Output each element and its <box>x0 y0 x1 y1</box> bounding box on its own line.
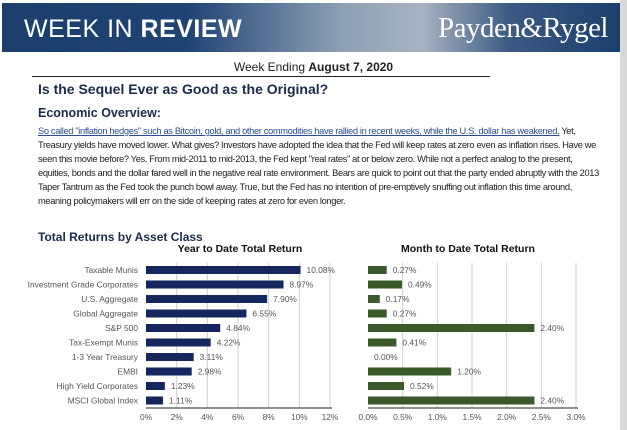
tick-label: 2.0% <box>497 412 517 422</box>
data-label: 2.98% <box>198 367 222 377</box>
bar <box>146 382 165 390</box>
data-label: 4.84% <box>226 323 250 333</box>
data-label: 0.00% <box>374 352 398 362</box>
header-banner: WEEK IN REVIEW Payden&Rygel <box>2 3 620 52</box>
bar <box>146 309 247 318</box>
company-logo: Payden&Rygel <box>437 12 609 44</box>
publication-title: WEEK IN REVIEW <box>24 15 243 43</box>
data-label: 2.40% <box>540 396 564 406</box>
tick-label: 4% <box>201 412 214 422</box>
bar <box>368 280 402 289</box>
data-label: 3.11% <box>200 352 224 362</box>
data-label: 2.40% <box>540 323 564 333</box>
tick-label: 6% <box>232 412 245 422</box>
bar <box>146 266 301 274</box>
data-label: 7.90% <box>273 294 297 304</box>
bar <box>368 324 535 332</box>
data-label: 8.97% <box>290 280 314 290</box>
category-label: Tax-Exempt Munis <box>69 338 138 348</box>
bar <box>368 396 535 405</box>
data-label: 6.55% <box>252 309 276 319</box>
data-label: 0.52% <box>410 381 434 391</box>
bar <box>146 280 284 289</box>
overview-heading: Economic Overview: <box>38 106 161 120</box>
bar <box>368 266 387 274</box>
tick-label: 1.0% <box>428 412 448 422</box>
category-label: High Yield Corporates <box>57 381 138 391</box>
bar <box>146 367 192 376</box>
overview-link[interactable]: So called "inflation hedges" such as Bit… <box>38 126 560 136</box>
tick-label: 3.0% <box>566 412 586 422</box>
category-label: MSCI Global Index <box>68 396 139 406</box>
bar <box>146 338 211 347</box>
data-label: 1.11% <box>169 396 193 406</box>
tick-label: 1.5% <box>462 412 482 422</box>
category-label: S&P 500 <box>105 323 138 333</box>
data-label: 1.20% <box>457 367 481 377</box>
chart-title: Year to Date Total Return <box>178 243 303 255</box>
tick-label: 0.0% <box>358 412 378 422</box>
tick-label: 0.5% <box>393 412 413 422</box>
tick-label: 0% <box>140 412 153 422</box>
data-label: 0.49% <box>408 280 432 290</box>
category-label: 1-3 Year Treasury <box>72 352 139 362</box>
data-label: 0.27% <box>393 309 417 319</box>
tick-label: 12% <box>322 412 339 422</box>
bar <box>368 295 380 303</box>
bar <box>368 338 397 347</box>
overview-text: So called "inflation hedges" such as Bit… <box>38 126 599 207</box>
bar <box>146 396 164 405</box>
category-label: U.S. Aggregate <box>81 294 138 304</box>
bar <box>368 367 452 376</box>
category-label: Taxable Munis <box>84 265 138 275</box>
bar <box>146 324 221 332</box>
category-label: Investment Grade Corporates <box>28 280 138 290</box>
tick-label: 2.5% <box>532 412 552 422</box>
week-ending: Week Ending August 7, 2020 <box>233 60 394 74</box>
article-title: Is the Sequel Ever as Good as the Origin… <box>38 81 329 97</box>
bar <box>368 309 387 318</box>
tick-label: 8% <box>263 412 276 422</box>
data-label: 4.22% <box>217 338 241 348</box>
chart-title: Month to Date Total Return <box>401 243 535 255</box>
data-label: 0.41% <box>402 338 426 348</box>
bar <box>146 353 194 361</box>
data-label: 10.08% <box>307 265 336 275</box>
tick-label: 10% <box>291 412 308 422</box>
divider <box>32 76 490 77</box>
tick-label: 2% <box>171 412 184 422</box>
bar <box>368 382 405 390</box>
data-label: 0.17% <box>386 294 410 304</box>
category-label: Global Aggregate <box>73 309 138 319</box>
data-label: 0.27% <box>393 265 417 275</box>
category-label: EMBI <box>118 367 138 377</box>
section-title: Total Returns by Asset Class <box>38 230 203 244</box>
data-label: 1.23% <box>171 381 195 391</box>
bar <box>146 295 268 303</box>
